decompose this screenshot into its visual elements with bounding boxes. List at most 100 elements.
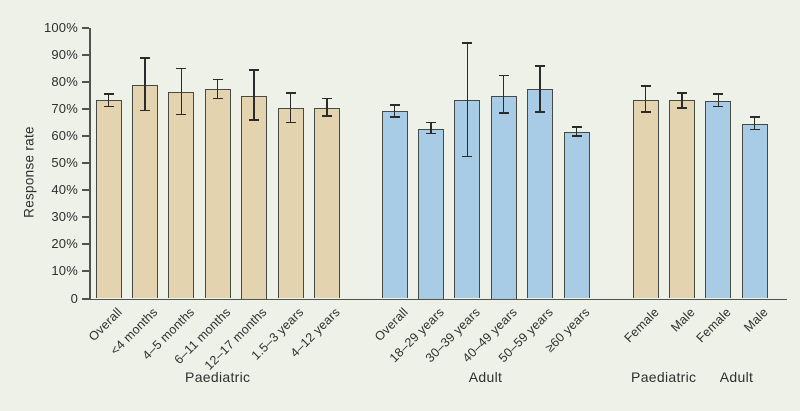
error-bar-cap-top: [249, 69, 260, 71]
y-tick: [82, 297, 89, 300]
group-label: Adult: [719, 369, 754, 385]
bar: [454, 99, 481, 299]
error-bar-stem: [144, 57, 146, 111]
error-bar-cap-top: [749, 116, 760, 119]
y-tick-label: 40%: [51, 182, 78, 198]
error-bar-stem: [326, 98, 328, 116]
y-tick: [82, 54, 89, 57]
y-tick: [82, 135, 89, 138]
error-bar-cap-bottom: [212, 97, 223, 100]
error-bar-stem: [180, 68, 183, 115]
error-bar-cap-bottom: [462, 155, 473, 158]
bar: [527, 88, 554, 299]
bar: [563, 132, 590, 299]
x-tick-label: Male: [740, 305, 771, 335]
group-label: Paediatric: [185, 369, 251, 385]
bar: [131, 84, 158, 299]
error-bar-cap-bottom: [321, 115, 332, 117]
y-axis-line: [89, 28, 91, 299]
error-bar-stem: [753, 117, 756, 130]
bar: [741, 124, 768, 299]
bar: [168, 91, 195, 299]
error-bar-stem: [681, 92, 683, 108]
y-tick-label: 90%: [51, 47, 78, 63]
bar: [381, 110, 408, 299]
error-bar-cap-top: [498, 74, 509, 77]
error-bar-cap-top: [285, 92, 296, 94]
bar: [417, 129, 444, 299]
y-tick: [82, 162, 89, 165]
error-bar-cap-top: [676, 92, 687, 94]
error-bar-cap-bottom: [389, 116, 400, 119]
error-bar-cap-bottom: [103, 105, 114, 108]
bar: [277, 107, 304, 299]
error-bar-cap-top: [571, 125, 582, 128]
x-tick-label: Female: [621, 305, 662, 346]
error-bar-cap-top: [462, 42, 473, 44]
error-bar-cap-bottom: [249, 119, 260, 121]
error-bar-stem: [430, 122, 432, 134]
error-bar-stem: [539, 65, 541, 112]
error-bar-cap-bottom: [285, 121, 296, 124]
group-label: Paediatric: [631, 369, 697, 385]
bar: [204, 88, 231, 299]
error-bar-stem: [216, 79, 219, 99]
bar: [313, 107, 340, 299]
group-label: Adult: [468, 369, 503, 385]
y-tick: [82, 270, 89, 273]
error-bar-cap-bottom: [713, 105, 724, 108]
error-bar-cap-top: [425, 121, 436, 124]
bar: [705, 101, 732, 299]
y-tick-label: 0: [70, 290, 78, 306]
y-tick: [82, 216, 89, 219]
error-bar-stem: [289, 92, 292, 123]
error-bar-cap-bottom: [176, 113, 187, 116]
error-bar-cap-bottom: [425, 132, 436, 135]
error-bar-cap-top: [321, 97, 332, 100]
error-bar-stem: [644, 86, 647, 112]
error-bar-cap-bottom: [676, 106, 687, 109]
error-bar-cap-top: [535, 65, 546, 67]
error-bar-cap-top: [139, 56, 150, 59]
y-tick: [82, 108, 89, 111]
y-tick-label: 80%: [51, 74, 78, 90]
x-tick-label: Male: [668, 305, 698, 335]
error-bar-stem: [107, 94, 110, 107]
y-tick: [82, 243, 89, 246]
error-bar-cap-bottom: [139, 109, 150, 112]
error-bar-cap-top: [713, 93, 724, 96]
error-bar-stem: [466, 42, 469, 157]
bar: [241, 95, 268, 299]
y-tick-label: 70%: [51, 101, 78, 117]
error-bar-cap-top: [640, 85, 651, 87]
bar: [632, 99, 659, 299]
y-tick-label: 60%: [51, 128, 78, 144]
error-bar-stem: [253, 69, 255, 120]
x-axis-line: [89, 298, 787, 301]
error-bar-stem: [393, 105, 396, 118]
y-tick-label: 10%: [51, 263, 78, 279]
bar: [490, 95, 517, 299]
y-tick-label: 50%: [51, 155, 78, 171]
y-tick-label: 100%: [43, 20, 78, 35]
bar: [668, 99, 695, 299]
error-bar-cap-top: [103, 93, 114, 96]
y-tick-label: 30%: [51, 209, 78, 225]
error-bar-cap-bottom: [749, 128, 760, 131]
error-bar-stem: [717, 94, 720, 107]
x-tick-label: Female: [693, 305, 735, 346]
y-tick: [82, 81, 89, 84]
error-bar-cap-top: [176, 67, 187, 70]
error-bar-cap-bottom: [498, 112, 509, 114]
error-bar-cap-bottom: [640, 111, 651, 113]
error-bar-cap-bottom: [535, 111, 546, 113]
error-bar-stem: [502, 75, 505, 114]
bar: [95, 99, 122, 299]
y-tick-label: 20%: [51, 236, 78, 252]
error-bar-cap-top: [212, 78, 223, 81]
error-bar-cap-bottom: [571, 135, 582, 137]
y-tick: [82, 189, 89, 192]
error-bar-cap-top: [389, 104, 400, 106]
